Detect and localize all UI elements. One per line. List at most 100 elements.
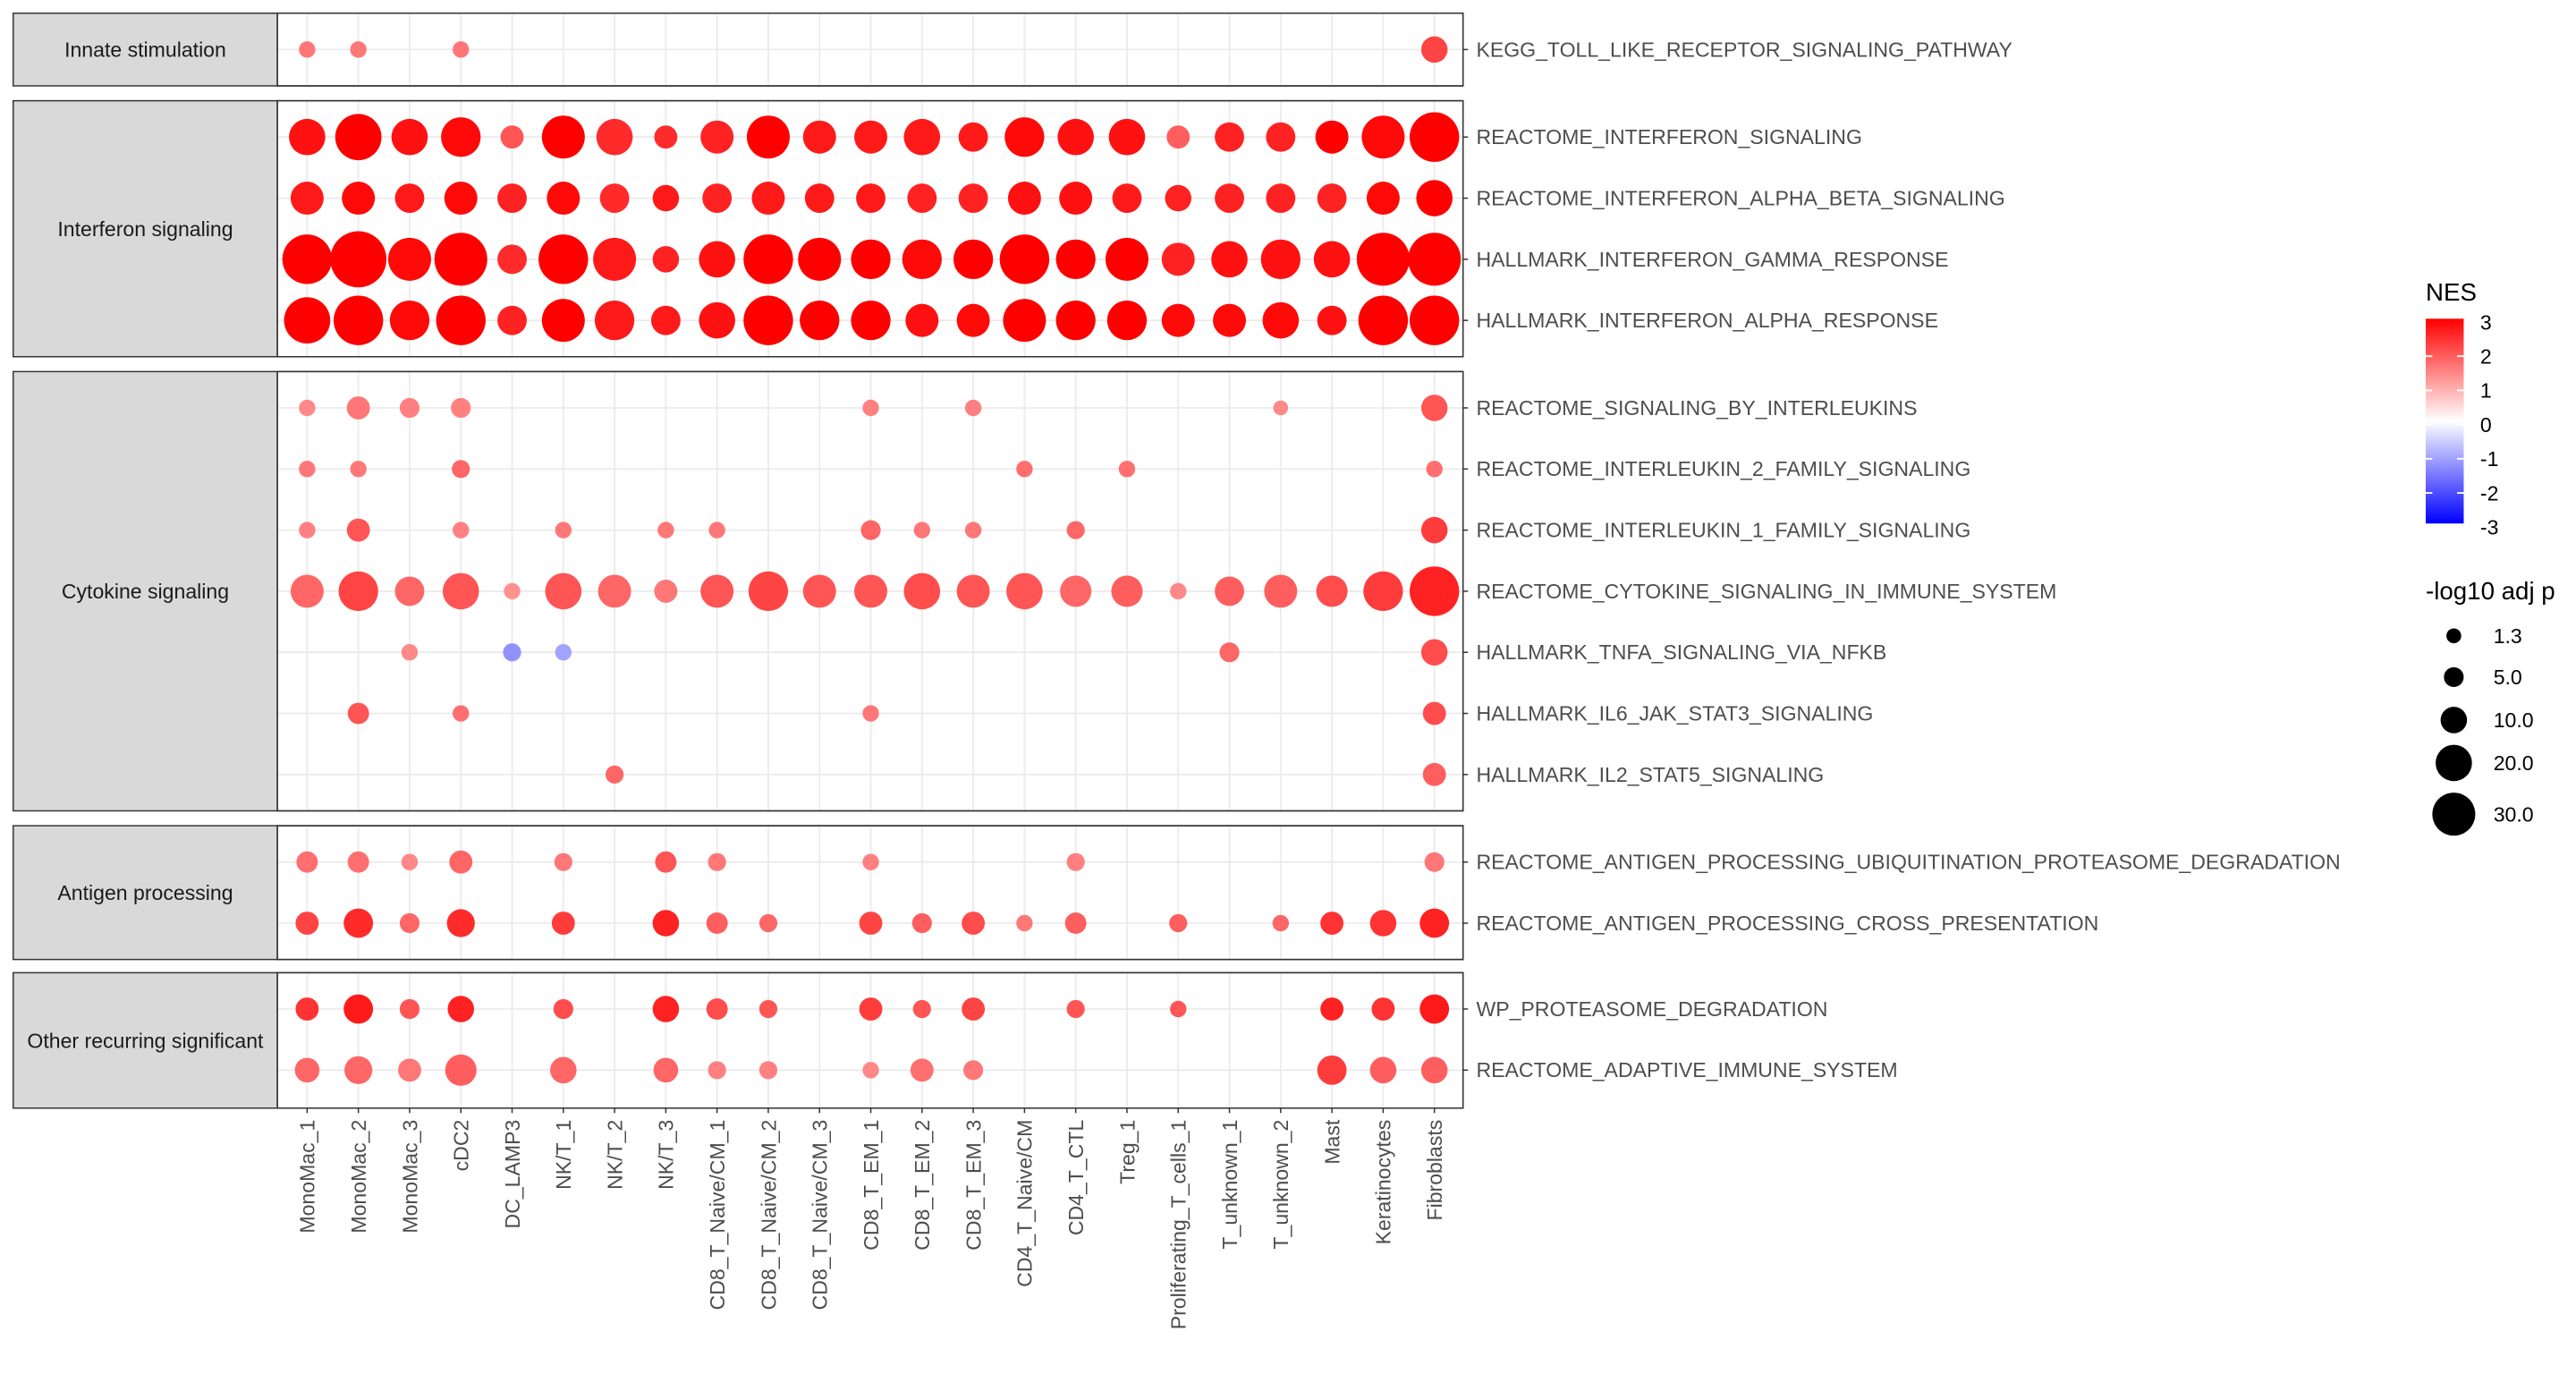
dot: [652, 910, 680, 937]
x-tick-label: cDC2: [450, 1120, 473, 1172]
x-tick-label: T_unknown_2: [1269, 1120, 1292, 1250]
facet-strip-label: Interferon signaling: [57, 217, 233, 241]
dot: [1366, 182, 1400, 216]
dot: [999, 234, 1050, 284]
x-tick-label: Treg_1: [1115, 1120, 1139, 1184]
dot: [554, 852, 572, 871]
dot: [447, 996, 475, 1022]
dot: [962, 997, 986, 1021]
size-legend-label: 1.3: [2494, 624, 2522, 648]
y-tick-label: REACTOME_ANTIGEN_PROCESSING_UBIQUITINATI…: [1476, 851, 2340, 874]
size-legend-dot: [2444, 666, 2464, 687]
dot: [708, 1061, 726, 1080]
size-legend-label: 10.0: [2494, 708, 2534, 732]
dot: [399, 397, 420, 419]
y-tick-label: HALLMARK_IL2_STAT5_SIGNALING: [1476, 763, 1824, 786]
dot: [1266, 122, 1296, 152]
dot: [289, 118, 326, 156]
dot: [1219, 642, 1240, 663]
dot: [599, 183, 630, 213]
nes-legend-tick: 1: [2480, 379, 2492, 403]
panel-border: [276, 825, 1464, 961]
x-tick-label: NK/T_1: [552, 1120, 575, 1190]
dot: [444, 182, 478, 216]
dot: [706, 998, 728, 1020]
facet-strip-label: Antigen processing: [57, 881, 233, 904]
dot: [1066, 521, 1085, 539]
dot: [956, 303, 990, 337]
dot: [547, 182, 580, 216]
dot: [346, 396, 370, 420]
dot: [1262, 301, 1300, 339]
dot: [597, 574, 631, 608]
x-tick-label: MonoMac_3: [398, 1120, 421, 1234]
dot: [854, 120, 888, 154]
dot: [1055, 301, 1096, 341]
dot: [907, 183, 937, 213]
dot: [541, 115, 585, 159]
dot: [1426, 461, 1443, 478]
panel-border: [276, 99, 1464, 358]
dot: [1055, 239, 1096, 279]
dot: [912, 999, 931, 1019]
dot: [295, 912, 319, 935]
y-tick-label: REACTOME_SIGNALING_BY_INTERLEUKINS: [1476, 396, 1917, 420]
dot: [596, 118, 633, 156]
dot: [1422, 762, 1446, 786]
dot: [956, 574, 990, 608]
dot: [330, 231, 387, 288]
x-tick-label: CD8_T_Naive/CM_2: [757, 1120, 780, 1310]
x-tick-label: Proliferating_T_cells_1: [1167, 1120, 1191, 1330]
dot: [1409, 112, 1460, 162]
dot: [1317, 305, 1347, 335]
dot: [1118, 461, 1136, 478]
x-tick-label: Keratinocytes: [1372, 1120, 1395, 1245]
dot: [342, 182, 376, 216]
dot: [295, 997, 319, 1021]
dot: [1106, 301, 1148, 341]
dot: [1170, 1000, 1187, 1018]
dot: [655, 851, 677, 873]
dot: [594, 301, 635, 341]
dot: [913, 522, 931, 539]
dot: [350, 41, 367, 58]
size-legend-dot: [2446, 628, 2462, 644]
dot: [343, 908, 374, 938]
y-tick-label: REACTOME_CYTOKINE_SIGNALING_IN_IMMUNE_SY…: [1476, 580, 2056, 603]
panel: Innate stimulation KEGG_TOLL_LIKE_RECEPTO…: [13, 13, 2012, 87]
dot: [1166, 125, 1191, 149]
dot: [652, 996, 680, 1022]
dot: [706, 912, 728, 934]
dot: [1215, 183, 1244, 213]
dot: [1169, 913, 1188, 933]
nes-legend-tick: -1: [2480, 447, 2499, 471]
dot: [436, 295, 486, 345]
dot: [653, 1057, 679, 1083]
dot: [702, 183, 733, 213]
dot: [445, 1054, 477, 1086]
x-tick-label: CD4_T_Naive/CM: [1013, 1120, 1037, 1287]
y-tick-label: REACTOME_INTERFERON_SIGNALING: [1476, 125, 1861, 148]
dot: [859, 912, 883, 935]
dot: [1215, 122, 1244, 152]
dot: [905, 303, 939, 337]
facet-strip: [13, 99, 278, 358]
dot: [1313, 241, 1351, 278]
dot: [551, 912, 575, 935]
dot: [1016, 461, 1033, 478]
dot: [1320, 997, 1344, 1021]
dot: [862, 705, 879, 722]
x-tick-label: DC_LAMP3: [501, 1120, 524, 1229]
dot: [1416, 180, 1453, 216]
dot: [338, 571, 378, 612]
x-tick-label: CD8_T_Naive/CM_3: [809, 1120, 832, 1310]
dot: [1066, 852, 1085, 871]
dot: [541, 299, 585, 343]
dot: [953, 239, 994, 279]
dot: [1315, 120, 1349, 154]
dot: [296, 851, 318, 873]
dot: [1419, 908, 1450, 938]
dot: [958, 183, 988, 213]
dot: [851, 301, 891, 341]
